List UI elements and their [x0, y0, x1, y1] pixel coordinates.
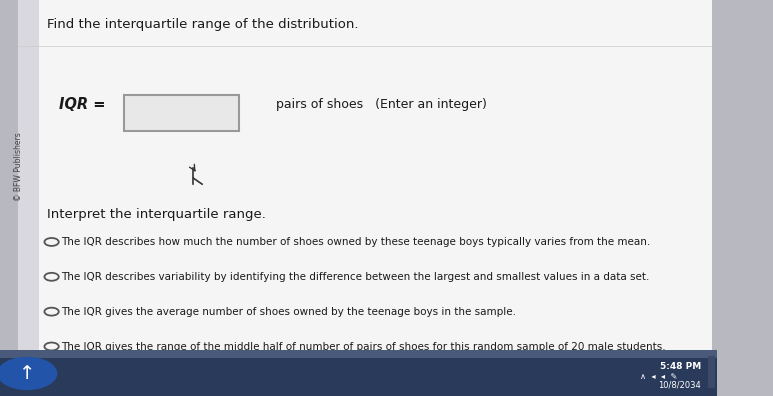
- Text: The IQR describes how much the number of shoes owned by these teenage boys typic: The IQR describes how much the number of…: [61, 237, 650, 247]
- Text: The IQR gives the range of the middle half of number of pairs of shoes for this : The IQR gives the range of the middle ha…: [61, 341, 666, 352]
- FancyBboxPatch shape: [18, 0, 711, 350]
- FancyBboxPatch shape: [708, 356, 715, 388]
- FancyBboxPatch shape: [18, 0, 39, 350]
- Text: 5:48 PM: 5:48 PM: [659, 362, 701, 371]
- Text: ∧  ◂  ◂  ✎: ∧ ◂ ◂ ✎: [640, 372, 677, 381]
- Text: Find the interquartile range of the distribution.: Find the interquartile range of the dist…: [46, 18, 358, 31]
- Text: © BFW Publishers: © BFW Publishers: [14, 132, 23, 201]
- Text: Interpret the interquartile range.: Interpret the interquartile range.: [46, 208, 265, 221]
- Text: pairs of shoes   (Enter an integer): pairs of shoes (Enter an integer): [276, 99, 487, 111]
- Text: IQR =: IQR =: [59, 97, 105, 112]
- Text: 10/8/2034: 10/8/2034: [658, 381, 701, 389]
- FancyBboxPatch shape: [0, 350, 717, 396]
- Circle shape: [0, 357, 57, 390]
- Text: The IQR gives the average number of shoes owned by the teenage boys in the sampl: The IQR gives the average number of shoe…: [61, 307, 516, 317]
- FancyBboxPatch shape: [124, 95, 239, 131]
- FancyBboxPatch shape: [0, 350, 717, 358]
- Text: The IQR describes variability by identifying the difference between the largest : The IQR describes variability by identif…: [61, 272, 649, 282]
- Text: ↑: ↑: [19, 364, 36, 383]
